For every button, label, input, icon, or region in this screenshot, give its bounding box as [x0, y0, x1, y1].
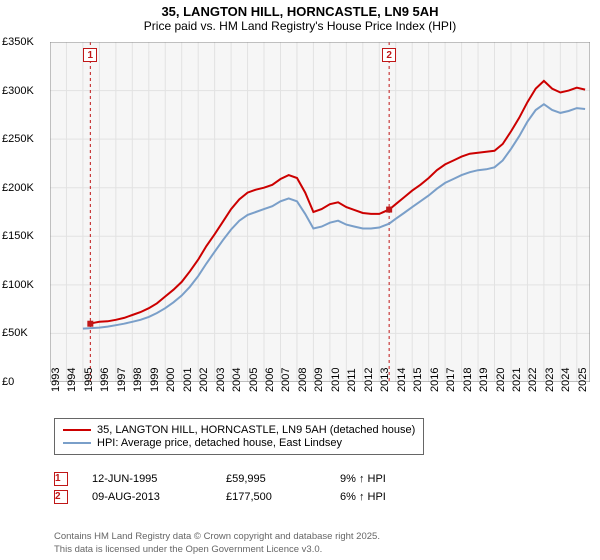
sale-marker-1: 2 [54, 490, 68, 504]
chart-title-address: 35, LANGTON HILL, HORNCASTLE, LN9 5AH [0, 4, 600, 19]
sale-hpi-0: 9% ↑ HPI [340, 473, 430, 485]
sale-price-1: £177,500 [226, 491, 316, 503]
sales-row-0: 1 12-JUN-1995 £59,995 9% ↑ HPI [54, 472, 430, 486]
footer: Contains HM Land Registry data © Crown c… [54, 531, 380, 556]
sale-date-0: 12-JUN-1995 [92, 473, 202, 485]
chart-marker-2: 2 [382, 48, 396, 62]
legend-swatch-0 [63, 429, 91, 431]
chart-marker-1: 1 [83, 48, 97, 62]
y-tick-label: £200K [2, 182, 34, 194]
y-tick-label: £100K [2, 279, 34, 291]
sale-price-0: £59,995 [226, 473, 316, 485]
sale-hpi-1: 6% ↑ HPI [340, 491, 430, 503]
y-tick-label: £250K [2, 133, 34, 145]
footer-line2: This data is licensed under the Open Gov… [54, 544, 380, 556]
footer-line1: Contains HM Land Registry data © Crown c… [54, 531, 380, 543]
sale-date-1: 09-AUG-2013 [92, 491, 202, 503]
chart-title-subtitle: Price paid vs. HM Land Registry's House … [0, 19, 600, 33]
legend-row-0: 35, LANGTON HILL, HORNCASTLE, LN9 5AH (d… [63, 424, 415, 436]
y-tick-label: £350K [2, 36, 34, 48]
legend-label-0: 35, LANGTON HILL, HORNCASTLE, LN9 5AH (d… [97, 424, 415, 436]
chart-title-block: 35, LANGTON HILL, HORNCASTLE, LN9 5AH Pr… [0, 0, 600, 35]
y-tick-label: £0 [2, 376, 14, 388]
sale-marker-0: 1 [54, 472, 68, 486]
chart-svg [50, 42, 590, 382]
legend-swatch-1 [63, 442, 91, 444]
x-tick-label: 2025 [577, 368, 600, 392]
chart-container: 35, LANGTON HILL, HORNCASTLE, LN9 5AH Pr… [0, 0, 600, 560]
sales-row-1: 2 09-AUG-2013 £177,500 6% ↑ HPI [54, 490, 430, 504]
legend: 35, LANGTON HILL, HORNCASTLE, LN9 5AH (d… [54, 418, 586, 455]
y-tick-label: £150K [2, 230, 34, 242]
y-tick-label: £300K [2, 85, 34, 97]
legend-label-1: HPI: Average price, detached house, East… [97, 437, 342, 449]
y-tick-label: £50K [2, 327, 28, 339]
legend-box: 35, LANGTON HILL, HORNCASTLE, LN9 5AH (d… [54, 418, 424, 455]
sales-table: 1 12-JUN-1995 £59,995 9% ↑ HPI 2 09-AUG-… [54, 468, 430, 508]
chart-plot-wrap: £0£50K£100K£150K£200K£250K£300K£350K 199… [50, 42, 590, 382]
legend-row-1: HPI: Average price, detached house, East… [63, 437, 415, 449]
